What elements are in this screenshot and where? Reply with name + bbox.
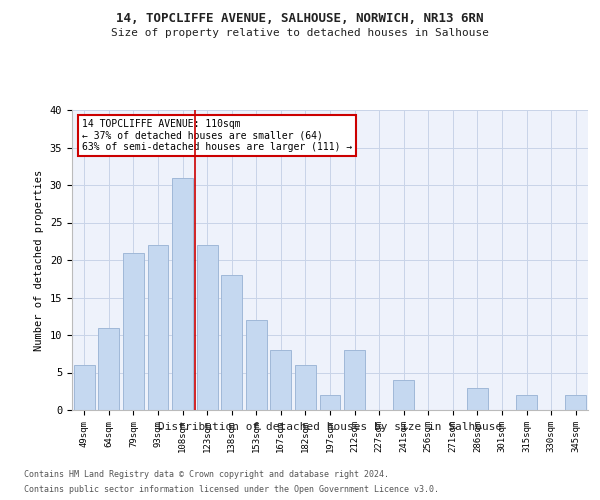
Text: 14, TOPCLIFFE AVENUE, SALHOUSE, NORWICH, NR13 6RN: 14, TOPCLIFFE AVENUE, SALHOUSE, NORWICH,… — [116, 12, 484, 26]
Bar — [148, 245, 169, 410]
Bar — [172, 178, 193, 410]
Bar — [246, 320, 267, 410]
Bar — [516, 395, 537, 410]
Text: Size of property relative to detached houses in Salhouse: Size of property relative to detached ho… — [111, 28, 489, 38]
Y-axis label: Number of detached properties: Number of detached properties — [34, 170, 44, 350]
Text: Distribution of detached houses by size in Salhouse: Distribution of detached houses by size … — [158, 422, 502, 432]
Bar — [271, 350, 292, 410]
Bar — [74, 365, 95, 410]
Bar — [393, 380, 414, 410]
Bar — [467, 388, 488, 410]
Text: Contains HM Land Registry data © Crown copyright and database right 2024.: Contains HM Land Registry data © Crown c… — [24, 470, 389, 479]
Text: 14 TOPCLIFFE AVENUE: 110sqm
← 37% of detached houses are smaller (64)
63% of sem: 14 TOPCLIFFE AVENUE: 110sqm ← 37% of det… — [82, 119, 353, 152]
Text: Contains public sector information licensed under the Open Government Licence v3: Contains public sector information licen… — [24, 485, 439, 494]
Bar — [295, 365, 316, 410]
Bar — [98, 328, 119, 410]
Bar — [197, 245, 218, 410]
Bar — [565, 395, 586, 410]
Bar — [123, 252, 144, 410]
Bar — [344, 350, 365, 410]
Bar — [221, 275, 242, 410]
Bar — [320, 395, 340, 410]
